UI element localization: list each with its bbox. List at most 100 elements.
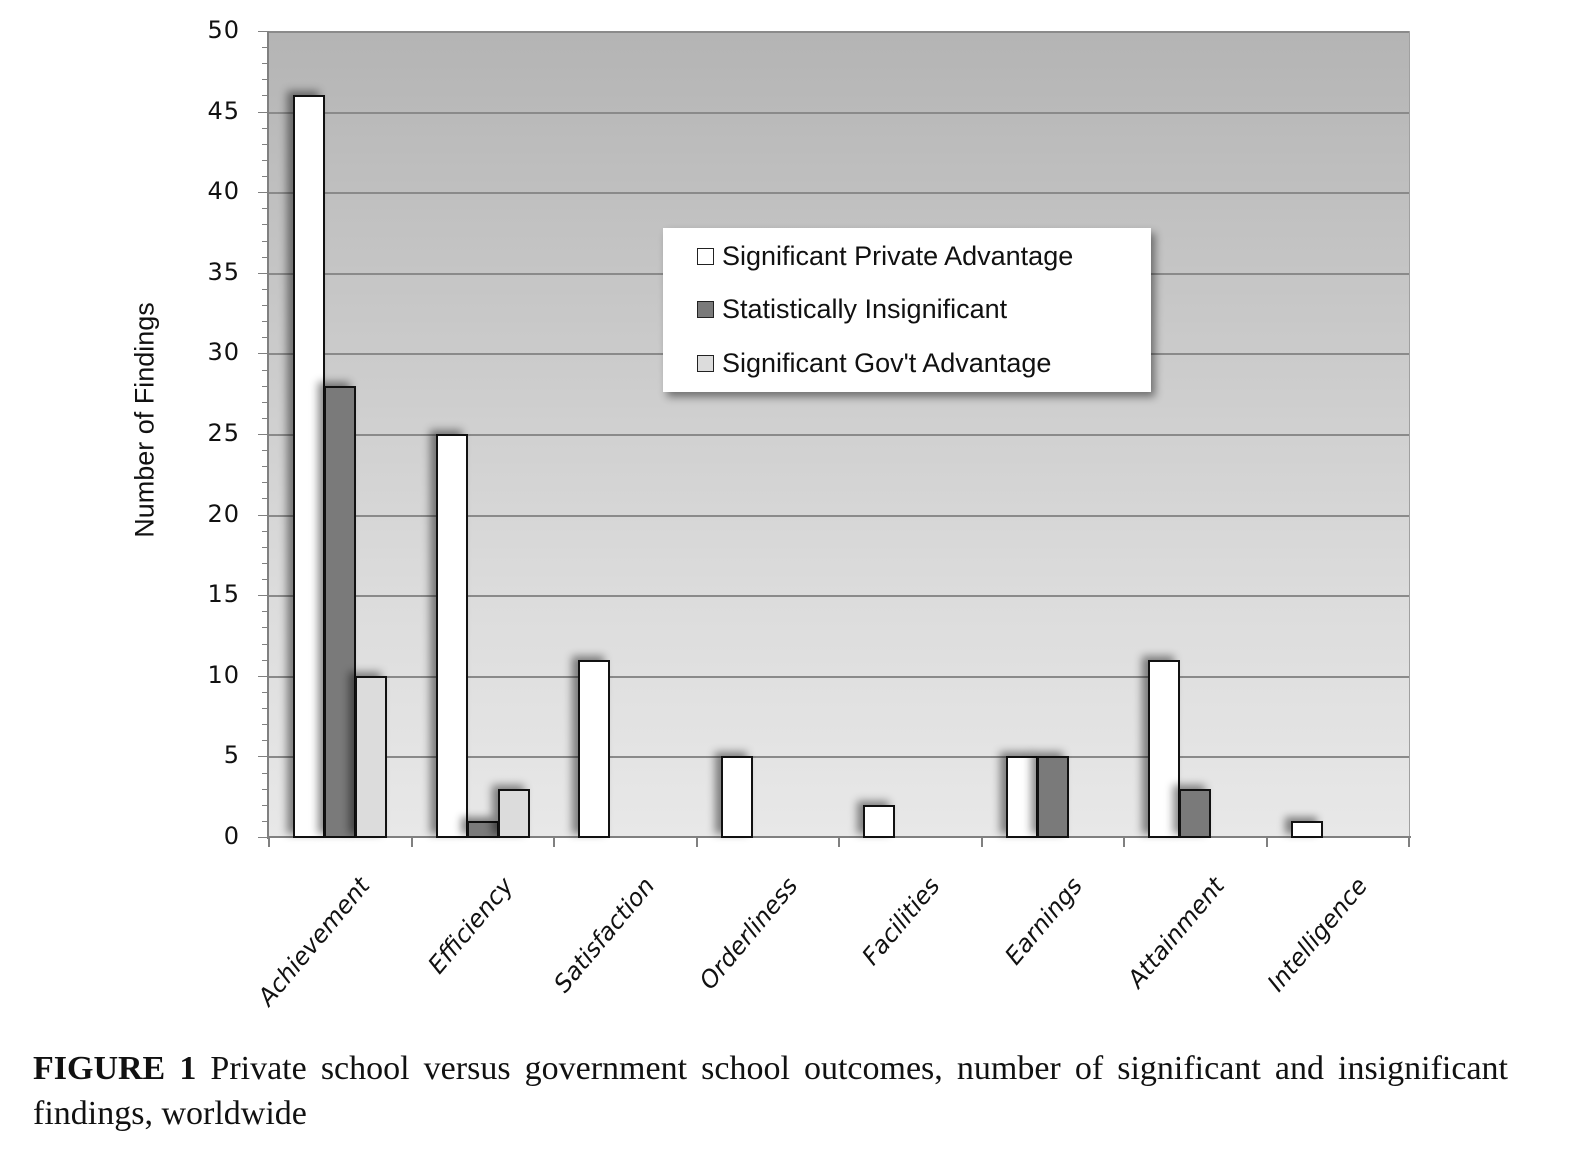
y-tick <box>258 192 268 194</box>
y-tick <box>262 820 268 822</box>
y-tick-label: 25 <box>207 419 240 447</box>
bar-satisfaction-0 <box>578 659 610 838</box>
x-tick <box>553 837 555 847</box>
bar-intelligence-0 <box>1290 820 1323 838</box>
y-tick <box>262 708 268 710</box>
y-tick <box>258 595 268 597</box>
x-tick-label: Attainment <box>1122 872 1231 994</box>
y-tick-label: 40 <box>207 177 240 206</box>
y-tick-label: 0 <box>223 822 240 850</box>
y-tick <box>262 643 268 645</box>
y-tick <box>262 385 268 387</box>
gridline <box>269 675 1409 678</box>
y-tick <box>262 208 268 210</box>
figure-caption-text: Private school versus government school … <box>33 1050 1508 1132</box>
y-tick-label: 15 <box>207 580 240 609</box>
y-tick <box>262 611 268 613</box>
bar-efficiency-2 <box>497 788 530 838</box>
y-tick <box>262 337 268 339</box>
gridline <box>269 595 1409 598</box>
y-tick <box>258 31 268 32</box>
y-tick-label: 30 <box>207 338 240 367</box>
y-tick <box>258 514 268 516</box>
y-tick <box>262 176 268 178</box>
legend-swatch-private <box>697 248 714 265</box>
bar-earnings-0 <box>1005 756 1038 838</box>
y-tick <box>262 530 268 532</box>
x-tick-label: Intelligence <box>1261 872 1373 997</box>
bar-achievement-0 <box>293 95 325 838</box>
y-tick <box>262 63 268 65</box>
y-axis-title: Number of Findings <box>129 302 160 538</box>
y-tick-label: 5 <box>223 741 240 770</box>
legend-item-insignificant: Statistically Insignificant <box>697 294 1007 325</box>
y-tick <box>258 434 268 435</box>
y-tick <box>262 288 268 290</box>
legend-label: Significant Private Advantage <box>722 241 1074 271</box>
legend-item-government: Significant Gov't Advantage <box>697 348 1051 379</box>
y-tick <box>258 756 268 758</box>
y-tick <box>258 837 268 838</box>
x-tick-label: Efficiency <box>422 872 519 980</box>
legend-label: Statistically Insignificant <box>722 294 1008 324</box>
y-tick <box>262 482 268 484</box>
gridline <box>269 756 1409 759</box>
bar-facilities-0 <box>863 804 895 838</box>
x-tick-label: Achievement <box>252 872 376 1012</box>
y-tick <box>262 788 268 790</box>
x-tick-label: Facilities <box>856 872 946 971</box>
y-tick <box>262 240 268 242</box>
y-tick <box>262 417 268 419</box>
y-tick <box>262 95 268 97</box>
bar-attainment-0 <box>1148 659 1180 838</box>
x-tick <box>410 837 413 847</box>
bar-efficiency-1 <box>466 820 499 838</box>
y-tick <box>262 256 268 258</box>
y-tick <box>262 562 268 564</box>
x-tick-label: Orderliness <box>693 872 804 995</box>
y-tick <box>262 804 268 806</box>
y-tick <box>262 127 268 129</box>
y-tick <box>258 111 268 113</box>
figure-caption-label: FIGURE 1 <box>33 1050 197 1087</box>
bar-attainment-1 <box>1179 788 1211 838</box>
y-tick <box>262 224 268 226</box>
y-tick <box>262 498 268 500</box>
bar-achievement-2 <box>355 675 387 838</box>
y-tick <box>262 724 268 726</box>
gridline <box>269 111 1409 114</box>
y-tick <box>262 627 268 629</box>
y-tick <box>262 659 268 661</box>
gridline <box>269 31 1409 33</box>
y-tick <box>262 369 268 371</box>
figure-caption: FIGURE 1 Private school versus governmen… <box>33 1046 1508 1136</box>
y-tick <box>262 450 268 452</box>
x-tick <box>1408 837 1410 847</box>
legend-swatch-government <box>697 355 714 372</box>
y-tick <box>262 772 268 774</box>
bar-earnings-1 <box>1036 756 1069 838</box>
legend-item-private: Significant Private Advantage <box>697 241 1073 272</box>
y-tick <box>262 79 268 81</box>
legend: Significant Private Advantage Statistica… <box>663 228 1151 392</box>
y-tick-label: 35 <box>207 257 240 286</box>
y-tick <box>258 353 268 355</box>
bar-achievement-1 <box>324 385 356 838</box>
y-tick <box>262 466 268 468</box>
y-tick-label: 50 <box>207 16 240 44</box>
gridline <box>269 514 1409 517</box>
y-tick <box>258 675 268 677</box>
y-tick <box>262 579 268 581</box>
x-tick-label: Earnings <box>999 872 1088 971</box>
y-tick <box>262 401 268 403</box>
bar-efficiency-0 <box>435 434 468 838</box>
x-tick <box>268 837 270 847</box>
y-axis-line <box>267 31 269 839</box>
y-tick <box>262 546 268 548</box>
y-tick <box>262 143 268 145</box>
y-tick <box>262 47 268 49</box>
bar-orderliness-0 <box>720 756 753 838</box>
y-tick <box>262 305 268 307</box>
y-tick-label: 45 <box>207 96 240 125</box>
x-tick <box>838 837 840 847</box>
